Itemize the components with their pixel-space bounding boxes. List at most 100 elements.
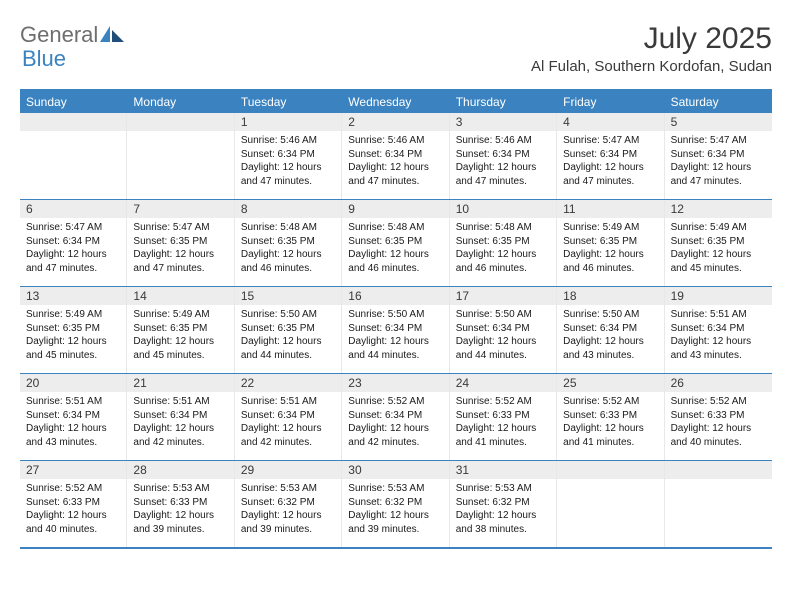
logo-word1: General <box>20 22 98 48</box>
day-number: 10 <box>450 200 556 218</box>
day-cell: 27Sunrise: 5:52 AMSunset: 6:33 PMDayligh… <box>20 461 127 547</box>
day-number: 25 <box>557 374 663 392</box>
day-details: Sunrise: 5:47 AMSunset: 6:34 PMDaylight:… <box>20 218 126 278</box>
daylight-line: Daylight: 12 hours and 47 minutes. <box>26 248 120 275</box>
sunrise-line: Sunrise: 5:53 AM <box>133 482 227 496</box>
sunset-line: Sunset: 6:34 PM <box>348 148 442 162</box>
sunset-line: Sunset: 6:35 PM <box>26 322 120 336</box>
day-details: Sunrise: 5:52 AMSunset: 6:33 PMDaylight:… <box>20 479 126 539</box>
daylight-line: Daylight: 12 hours and 38 minutes. <box>456 509 550 536</box>
logo-word2: Blue <box>22 46 66 72</box>
sunrise-line: Sunrise: 5:47 AM <box>26 221 120 235</box>
empty-cell <box>557 461 664 547</box>
day-number: 2 <box>342 113 448 131</box>
day-details: Sunrise: 5:49 AMSunset: 6:35 PMDaylight:… <box>665 218 772 278</box>
daylight-line: Daylight: 12 hours and 42 minutes. <box>348 422 442 449</box>
sunrise-line: Sunrise: 5:52 AM <box>456 395 550 409</box>
sunrise-line: Sunrise: 5:53 AM <box>456 482 550 496</box>
empty-cell <box>20 113 127 199</box>
day-details: Sunrise: 5:47 AMSunset: 6:34 PMDaylight:… <box>557 131 663 191</box>
day-number <box>20 113 126 131</box>
week-row: 20Sunrise: 5:51 AMSunset: 6:34 PMDayligh… <box>20 374 772 461</box>
day-details: Sunrise: 5:46 AMSunset: 6:34 PMDaylight:… <box>235 131 341 191</box>
day-cell: 7Sunrise: 5:47 AMSunset: 6:35 PMDaylight… <box>127 200 234 286</box>
sunrise-line: Sunrise: 5:53 AM <box>241 482 335 496</box>
day-cell: 3Sunrise: 5:46 AMSunset: 6:34 PMDaylight… <box>450 113 557 199</box>
day-cell: 31Sunrise: 5:53 AMSunset: 6:32 PMDayligh… <box>450 461 557 547</box>
sunrise-line: Sunrise: 5:48 AM <box>348 221 442 235</box>
day-cell: 26Sunrise: 5:52 AMSunset: 6:33 PMDayligh… <box>665 374 772 460</box>
day-number: 16 <box>342 287 448 305</box>
daylight-line: Daylight: 12 hours and 47 minutes. <box>241 161 335 188</box>
day-cell: 21Sunrise: 5:51 AMSunset: 6:34 PMDayligh… <box>127 374 234 460</box>
day-cell: 17Sunrise: 5:50 AMSunset: 6:34 PMDayligh… <box>450 287 557 373</box>
day-header-wednesday: Wednesday <box>342 91 449 113</box>
sunrise-line: Sunrise: 5:48 AM <box>241 221 335 235</box>
daylight-line: Daylight: 12 hours and 41 minutes. <box>563 422 657 449</box>
sunrise-line: Sunrise: 5:49 AM <box>133 308 227 322</box>
day-details: Sunrise: 5:49 AMSunset: 6:35 PMDaylight:… <box>127 305 233 365</box>
sunrise-line: Sunrise: 5:50 AM <box>348 308 442 322</box>
day-cell: 20Sunrise: 5:51 AMSunset: 6:34 PMDayligh… <box>20 374 127 460</box>
sunset-line: Sunset: 6:34 PM <box>348 409 442 423</box>
sunset-line: Sunset: 6:33 PM <box>456 409 550 423</box>
day-number: 26 <box>665 374 772 392</box>
day-details: Sunrise: 5:50 AMSunset: 6:34 PMDaylight:… <box>557 305 663 365</box>
day-number: 11 <box>557 200 663 218</box>
logo: General <box>20 22 126 48</box>
sunrise-line: Sunrise: 5:52 AM <box>26 482 120 496</box>
sunrise-line: Sunrise: 5:50 AM <box>563 308 657 322</box>
sunset-line: Sunset: 6:33 PM <box>26 496 120 510</box>
day-details: Sunrise: 5:52 AMSunset: 6:33 PMDaylight:… <box>665 392 772 452</box>
sunset-line: Sunset: 6:34 PM <box>26 409 120 423</box>
day-header-saturday: Saturday <box>665 91 772 113</box>
day-number: 3 <box>450 113 556 131</box>
day-number: 5 <box>665 113 772 131</box>
day-details <box>557 479 663 539</box>
daylight-line: Daylight: 12 hours and 41 minutes. <box>456 422 550 449</box>
day-cell: 28Sunrise: 5:53 AMSunset: 6:33 PMDayligh… <box>127 461 234 547</box>
day-details: Sunrise: 5:51 AMSunset: 6:34 PMDaylight:… <box>235 392 341 452</box>
day-details: Sunrise: 5:46 AMSunset: 6:34 PMDaylight:… <box>450 131 556 191</box>
day-details: Sunrise: 5:53 AMSunset: 6:32 PMDaylight:… <box>235 479 341 539</box>
sunrise-line: Sunrise: 5:47 AM <box>671 134 766 148</box>
day-details: Sunrise: 5:49 AMSunset: 6:35 PMDaylight:… <box>557 218 663 278</box>
day-number: 28 <box>127 461 233 479</box>
day-cell: 18Sunrise: 5:50 AMSunset: 6:34 PMDayligh… <box>557 287 664 373</box>
day-number: 14 <box>127 287 233 305</box>
sunset-line: Sunset: 6:32 PM <box>348 496 442 510</box>
sunset-line: Sunset: 6:34 PM <box>456 148 550 162</box>
day-number: 13 <box>20 287 126 305</box>
sunrise-line: Sunrise: 5:49 AM <box>671 221 766 235</box>
sunset-line: Sunset: 6:33 PM <box>133 496 227 510</box>
day-header-monday: Monday <box>127 91 234 113</box>
day-details: Sunrise: 5:51 AMSunset: 6:34 PMDaylight:… <box>20 392 126 452</box>
day-number: 30 <box>342 461 448 479</box>
day-cell: 24Sunrise: 5:52 AMSunset: 6:33 PMDayligh… <box>450 374 557 460</box>
day-header-tuesday: Tuesday <box>235 91 342 113</box>
sunset-line: Sunset: 6:34 PM <box>456 322 550 336</box>
day-cell: 2Sunrise: 5:46 AMSunset: 6:34 PMDaylight… <box>342 113 449 199</box>
week-row: 27Sunrise: 5:52 AMSunset: 6:33 PMDayligh… <box>20 461 772 547</box>
day-cell: 19Sunrise: 5:51 AMSunset: 6:34 PMDayligh… <box>665 287 772 373</box>
day-details: Sunrise: 5:51 AMSunset: 6:34 PMDaylight:… <box>127 392 233 452</box>
day-number: 4 <box>557 113 663 131</box>
day-number: 19 <box>665 287 772 305</box>
day-number: 20 <box>20 374 126 392</box>
day-header-thursday: Thursday <box>450 91 557 113</box>
week-row: 6Sunrise: 5:47 AMSunset: 6:34 PMDaylight… <box>20 200 772 287</box>
daylight-line: Daylight: 12 hours and 39 minutes. <box>241 509 335 536</box>
day-header-sunday: Sunday <box>20 91 127 113</box>
daylight-line: Daylight: 12 hours and 45 minutes. <box>26 335 120 362</box>
daylight-line: Daylight: 12 hours and 40 minutes. <box>671 422 766 449</box>
daylight-line: Daylight: 12 hours and 42 minutes. <box>133 422 227 449</box>
day-number: 7 <box>127 200 233 218</box>
sunrise-line: Sunrise: 5:52 AM <box>348 395 442 409</box>
sunset-line: Sunset: 6:35 PM <box>133 322 227 336</box>
day-cell: 15Sunrise: 5:50 AMSunset: 6:35 PMDayligh… <box>235 287 342 373</box>
sunset-line: Sunset: 6:35 PM <box>456 235 550 249</box>
sunrise-line: Sunrise: 5:47 AM <box>133 221 227 235</box>
sunset-line: Sunset: 6:35 PM <box>133 235 227 249</box>
sunset-line: Sunset: 6:34 PM <box>26 235 120 249</box>
day-details: Sunrise: 5:53 AMSunset: 6:32 PMDaylight:… <box>342 479 448 539</box>
